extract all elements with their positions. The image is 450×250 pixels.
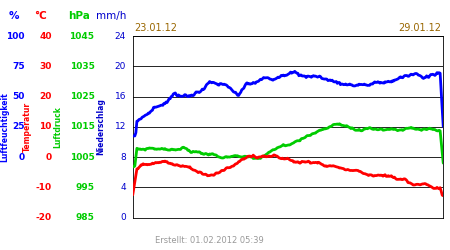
Text: -10: -10 [36,183,52,192]
Text: 1015: 1015 [70,122,94,132]
Text: 25: 25 [12,122,25,132]
Text: %: % [8,11,19,21]
Text: 1035: 1035 [70,62,94,71]
Text: Luftdruck: Luftdruck [53,106,62,148]
Text: Erstellt: 01.02.2012 05:39: Erstellt: 01.02.2012 05:39 [155,236,264,245]
Text: 75: 75 [12,62,25,71]
Text: 100: 100 [6,32,25,41]
Text: 40: 40 [39,32,52,41]
Text: 0: 0 [45,152,52,162]
Text: 8: 8 [120,152,126,162]
Text: Niederschlag: Niederschlag [97,98,106,155]
Text: 12: 12 [115,122,126,132]
Text: 20: 20 [40,92,52,101]
Text: Luftfeuchtigkeit: Luftfeuchtigkeit [0,92,9,162]
Text: 24: 24 [115,32,126,41]
Text: hPa: hPa [68,11,90,21]
Text: 985: 985 [76,213,94,222]
Text: 0: 0 [120,213,126,222]
Text: Temperatur: Temperatur [22,102,32,152]
Text: 1025: 1025 [70,92,94,101]
Text: 1005: 1005 [70,152,94,162]
Text: 10: 10 [40,122,52,132]
Text: 4: 4 [121,183,126,192]
Text: 23.01.12: 23.01.12 [134,23,177,32]
Text: 16: 16 [114,92,126,101]
Text: mm/h: mm/h [96,11,127,21]
Text: 1045: 1045 [69,32,94,41]
Text: 29.01.12: 29.01.12 [399,23,442,32]
Text: 20: 20 [115,62,126,71]
Text: 30: 30 [40,62,52,71]
Text: 0: 0 [18,152,25,162]
Text: °C: °C [34,11,47,21]
Text: 50: 50 [13,92,25,101]
Text: 995: 995 [76,183,94,192]
Text: -20: -20 [36,213,52,222]
